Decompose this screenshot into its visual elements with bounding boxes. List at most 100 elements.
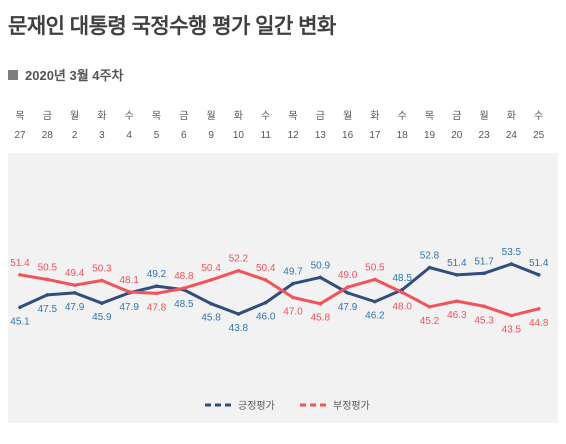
x-tick-day-label: 화 <box>507 110 516 122</box>
data-point-negative <box>18 273 22 277</box>
x-tick-day-label: 수 <box>534 110 543 122</box>
data-point-positive <box>100 301 104 305</box>
data-label-negative: 47.0 <box>283 307 303 318</box>
x-tick-day-label: 월 <box>70 110 79 122</box>
x-tick-day-label: 목 <box>425 110 434 122</box>
x-tick-day-label: 수 <box>261 110 270 122</box>
x-tick-label: 3 <box>99 130 105 141</box>
x-tick-day-label: 월 <box>343 110 352 122</box>
data-label-negative: 49.0 <box>338 270 358 281</box>
x-tick-label: 27 <box>14 130 26 141</box>
x-tick-label: 18 <box>397 130 409 141</box>
data-label-positive: 45.8 <box>201 313 221 324</box>
x-tick-day-label: 목 <box>152 110 161 122</box>
data-label-negative: 50.5 <box>38 262 58 273</box>
data-point-positive <box>400 287 405 292</box>
data-point-negative <box>427 304 432 309</box>
x-tick-day-label: 화 <box>234 110 243 122</box>
x-tick-day-label: 수 <box>125 110 134 122</box>
data-label-positive: 47.9 <box>65 302 85 313</box>
x-tick-day-label: 화 <box>97 110 106 122</box>
x-tick-label: 20 <box>451 130 463 141</box>
plot-area <box>8 153 558 423</box>
data-label-positive: 43.8 <box>229 323 249 334</box>
data-point-negative <box>263 278 268 282</box>
x-tick-day-label: 금 <box>452 110 461 122</box>
data-point-positive <box>72 291 77 295</box>
data-point-positive <box>482 271 486 276</box>
data-label-negative: 49.4 <box>65 268 85 279</box>
data-point-positive <box>345 291 350 295</box>
data-label-positive: 46.2 <box>365 311 385 322</box>
data-label-positive: 49.2 <box>147 269 167 280</box>
data-label-positive: 49.7 <box>283 267 303 278</box>
data-label-positive: 50.9 <box>311 260 331 271</box>
data-point-negative <box>154 291 159 296</box>
data-point-positive <box>291 281 295 286</box>
data-point-negative <box>345 285 350 289</box>
chart-subtitle: 2020년 3월 4주차 <box>8 65 123 84</box>
data-label-positive: 47.9 <box>119 302 139 313</box>
data-label-negative: 47.8 <box>147 302 167 313</box>
data-label-negative: 51.4 <box>10 258 30 269</box>
data-label-positive: 51.4 <box>529 258 549 269</box>
x-tick-day-label: 금 <box>316 110 325 122</box>
x-tick-label: 23 <box>479 130 491 141</box>
data-label-negative: 45.3 <box>474 315 494 326</box>
data-label-positive: 52.8 <box>420 251 440 262</box>
data-label-negative: 43.5 <box>502 325 522 336</box>
x-tick-day-label: 금 <box>179 110 188 122</box>
data-point-negative <box>127 290 131 294</box>
data-point-positive <box>154 284 159 288</box>
data-point-negative <box>318 301 323 306</box>
data-point-positive <box>373 299 377 304</box>
data-point-negative <box>100 278 104 283</box>
data-label-negative: 45.8 <box>311 313 331 324</box>
data-label-positive: 47.5 <box>38 304 58 315</box>
data-point-negative <box>482 304 486 309</box>
x-tick-label: 17 <box>369 130 381 141</box>
data-point-negative <box>291 295 295 300</box>
data-label-positive: 53.5 <box>502 247 522 258</box>
data-point-negative <box>536 307 541 311</box>
x-tick-day-label: 수 <box>398 110 407 122</box>
data-point-positive <box>45 293 50 297</box>
data-point-positive <box>209 301 213 306</box>
subtitle-text: 2020년 3월 4주차 <box>25 68 124 83</box>
data-point-negative <box>182 286 186 291</box>
data-label-negative: 50.5 <box>365 262 385 273</box>
x-tick-day-label: 목 <box>15 110 24 122</box>
data-label-negative: 50.4 <box>256 263 276 274</box>
data-label-positive: 45.1 <box>10 316 30 327</box>
data-label-negative: 50.4 <box>201 263 221 274</box>
data-label-negative: 45.2 <box>420 316 440 327</box>
legend-label-positive: 긍정평가 <box>238 400 275 412</box>
data-point-positive <box>427 265 432 270</box>
x-tick-label: 13 <box>315 130 327 141</box>
x-tick-label: 16 <box>342 130 354 141</box>
data-label-negative: 48.1 <box>119 275 139 286</box>
data-label-negative: 52.2 <box>229 254 249 265</box>
data-label-positive: 46.0 <box>256 312 276 323</box>
data-label-negative: 44.8 <box>529 318 549 329</box>
data-point-positive <box>263 300 268 305</box>
x-tick-label: 10 <box>233 130 245 141</box>
data-point-negative <box>72 283 77 287</box>
series-line-negative <box>18 269 541 318</box>
data-point-positive <box>536 273 541 277</box>
data-point-positive <box>509 262 514 266</box>
data-point-negative <box>373 277 377 282</box>
data-point-positive <box>18 305 22 310</box>
x-tick-label: 5 <box>154 130 160 141</box>
x-tick-label: 12 <box>287 130 299 141</box>
data-point-negative <box>400 290 405 295</box>
legend-label-negative: 부정평가 <box>333 400 370 412</box>
x-tick-label: 4 <box>126 130 132 141</box>
data-label-positive: 45.9 <box>92 312 112 323</box>
data-label-negative: 46.3 <box>447 310 467 321</box>
data-label-positive: 48.5 <box>174 299 194 310</box>
x-tick-label: 9 <box>208 130 214 141</box>
data-label-negative: 48.0 <box>392 301 412 312</box>
data-label-positive: 47.9 <box>338 302 358 313</box>
